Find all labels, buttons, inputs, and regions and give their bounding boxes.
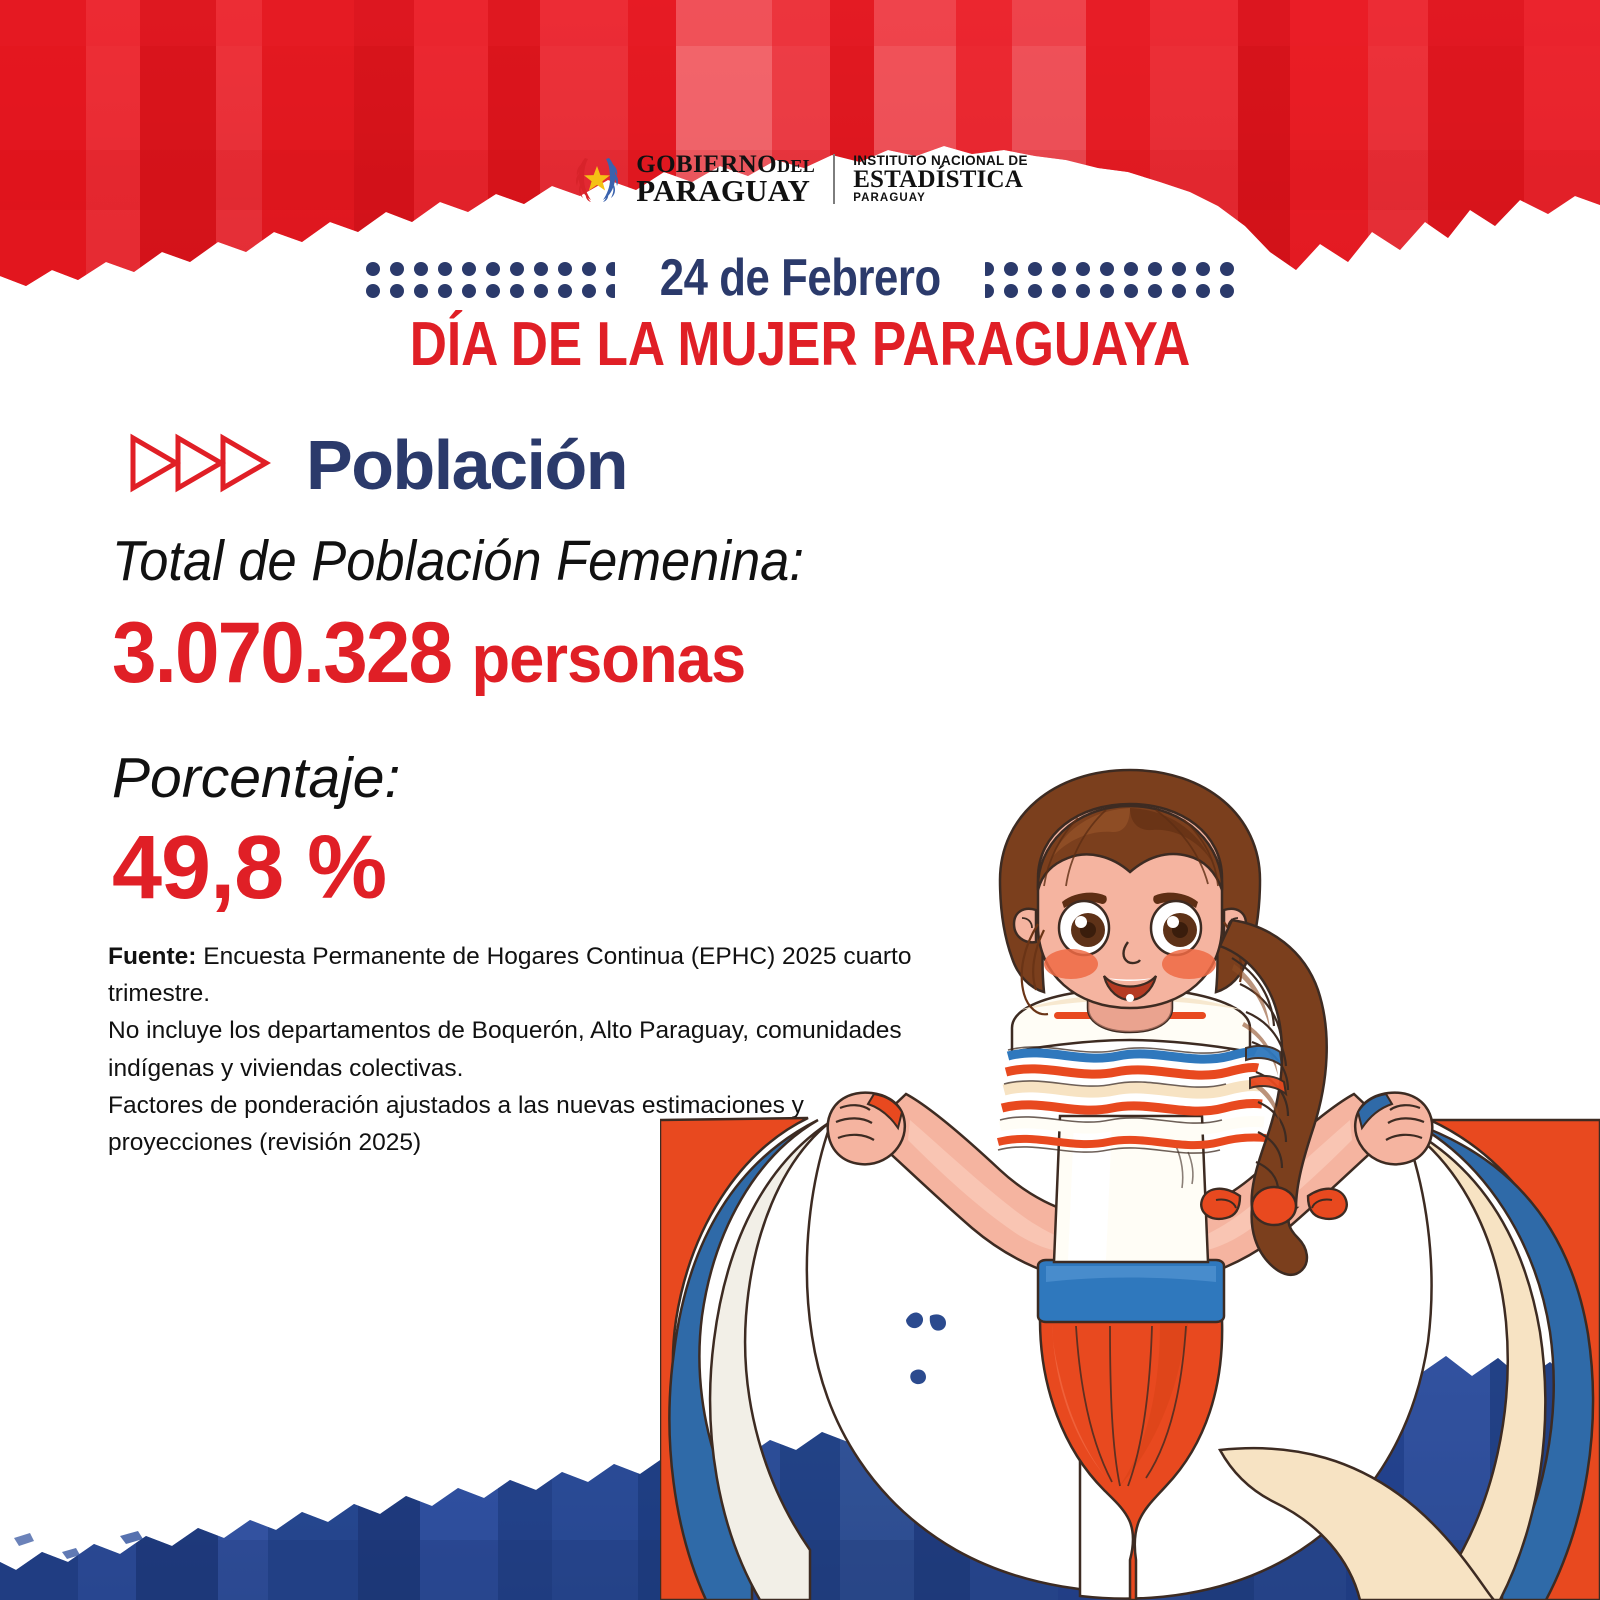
stat-percentage: Porcentaje: 49,8 %	[112, 745, 1112, 920]
date-row: 24 de Febrero	[0, 248, 1600, 308]
top-red-watercolor-band	[0, 0, 1600, 286]
logo-divider	[833, 154, 836, 204]
logo-del-word: DEL	[776, 155, 816, 176]
mouth	[1102, 975, 1158, 1002]
stat-value: 49,8 %	[112, 818, 387, 918]
ruffle-layers	[996, 1047, 1267, 1150]
logo-ine-line2: ESTADÍSTICA	[853, 166, 1024, 194]
footnote-source-label: Fuente:	[108, 943, 197, 970]
statistics-block: Total de Población Femenina: 3.070.328 p…	[112, 528, 1112, 920]
headline-block: 24 de Febrero DÍA DE LA MUJER PARAGUAYA	[0, 248, 1600, 380]
logo-gobierno-word: GOBIERNO	[636, 150, 777, 178]
left-blush	[1044, 949, 1098, 979]
headline-subtitle: DÍA DE LA MUJER PARAGUAYA	[409, 310, 1191, 379]
right-eye	[1149, 899, 1203, 957]
logo-paraguay-word: PARAGUAY	[636, 173, 811, 209]
paraguay-coat-of-arms-icon	[576, 158, 619, 202]
footnote-line-2: No incluye los departamentos de Boquerón…	[108, 1017, 902, 1082]
braid	[1200, 918, 1348, 1277]
flag-left-wing	[660, 1116, 831, 1600]
stat-value: 3.070.328 personas	[112, 604, 1042, 703]
footnote-source-text: Encuesta Permanente de Hogares Continua …	[108, 943, 912, 1008]
footnote-line-3: Factores de ponderación ajustados a las …	[108, 1091, 804, 1157]
hair-bow	[1200, 1185, 1348, 1227]
logo-ine-line1: INSTITUTO NACIONAL DE	[853, 152, 1028, 168]
nose	[1122, 941, 1141, 965]
footnote-source-line: Fuente: Encuesta Permanente de Hogares C…	[108, 938, 928, 1012]
flag-cream-swoop	[1218, 1446, 1496, 1600]
government-logo: GOBIERNODEL PARAGUAY INSTITUTO NACIONAL …	[0, 152, 1600, 206]
dot-pattern-right-icon	[985, 257, 1235, 299]
left-eye	[1057, 899, 1111, 957]
stat-label: Porcentaje:	[112, 746, 401, 810]
section-heading: Población	[128, 425, 628, 505]
skirt	[1038, 1318, 1224, 1600]
logo-ine-line3: PARAGUAY	[853, 191, 926, 204]
triple-triangle-right-icon	[128, 432, 278, 499]
flag-right-wing	[1403, 1118, 1600, 1600]
source-footnote: Fuente: Encuesta Permanente de Hogares C…	[108, 938, 928, 1161]
stat-total-population: Total de Población Femenina: 3.070.328 p…	[112, 528, 1112, 703]
dot-pattern-left-icon	[365, 257, 615, 299]
stat-unit: personas	[471, 621, 746, 697]
right-blush	[1162, 949, 1216, 979]
section-title: Población	[306, 426, 628, 504]
date-text: 24 de Febrero	[659, 249, 941, 307]
paraguayan-woman-holding-flag-illustration	[660, 768, 1600, 1600]
stat-label: Total de Población Femenina:	[112, 529, 804, 593]
stat-number: 3.070.328	[112, 605, 453, 701]
